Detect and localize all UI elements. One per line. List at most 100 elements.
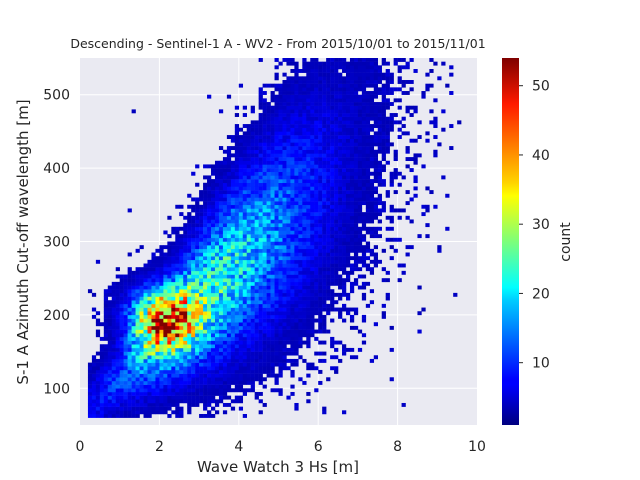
histogram-cell	[163, 395, 168, 400]
histogram-cell	[345, 91, 351, 95]
histogram-cell	[191, 219, 196, 224]
histogram-cell	[278, 322, 283, 327]
histogram-cell	[159, 245, 164, 250]
histogram-cell	[226, 314, 232, 319]
histogram-cell	[286, 347, 291, 352]
histogram-cell	[143, 336, 148, 341]
histogram-cell	[211, 285, 216, 290]
histogram-cell	[254, 270, 259, 275]
histogram-cell	[274, 303, 279, 308]
histogram-cell	[211, 274, 216, 279]
histogram-cell	[246, 212, 251, 217]
histogram-cell	[262, 384, 267, 389]
histogram-cell	[310, 307, 315, 312]
histogram-cell	[405, 245, 410, 250]
histogram-cell	[365, 105, 371, 110]
histogram-cell	[238, 333, 244, 338]
histogram-cell	[143, 303, 148, 308]
histogram-cell	[183, 289, 188, 294]
histogram-cell	[342, 124, 347, 128]
histogram-cell	[258, 58, 263, 62]
histogram-cell	[278, 347, 283, 352]
histogram-cell	[151, 373, 156, 378]
histogram-cell	[278, 105, 283, 110]
histogram-cell	[345, 226, 351, 231]
histogram-cell	[250, 241, 255, 246]
histogram-cell	[322, 289, 327, 294]
histogram-cell	[369, 193, 375, 198]
histogram-cell	[294, 223, 299, 228]
histogram-cell	[127, 351, 132, 356]
histogram-cell	[139, 307, 144, 312]
histogram-cell	[127, 278, 132, 283]
histogram-cell	[298, 278, 303, 283]
histogram-cell	[342, 318, 347, 323]
histogram-cell	[242, 208, 247, 213]
histogram-cell	[238, 322, 244, 327]
histogram-cell	[266, 259, 271, 264]
histogram-cell	[254, 252, 259, 257]
histogram-cell	[242, 190, 247, 195]
histogram-cell	[377, 259, 382, 264]
histogram-cell	[179, 358, 184, 363]
histogram-cell	[349, 80, 355, 84]
histogram-cell	[175, 267, 180, 272]
histogram-cell	[262, 201, 267, 206]
histogram-cell	[314, 94, 319, 99]
histogram-cell	[322, 87, 327, 92]
histogram-cell	[377, 65, 382, 70]
histogram-cell	[326, 289, 331, 294]
histogram-cell	[274, 358, 279, 363]
histogram-cell	[353, 248, 359, 253]
histogram-cell	[179, 274, 184, 279]
histogram-cell	[361, 135, 367, 139]
histogram-cell	[222, 179, 228, 184]
histogram-cell	[95, 388, 101, 393]
histogram-cell	[218, 391, 224, 396]
histogram-cell	[334, 241, 339, 246]
histogram-cell	[258, 391, 263, 396]
histogram-cell	[290, 69, 295, 73]
histogram-cell	[266, 142, 271, 147]
histogram-cell	[302, 146, 307, 150]
histogram-cell	[250, 322, 255, 327]
histogram-cell	[349, 113, 355, 117]
histogram-cell	[226, 351, 232, 356]
histogram-cell	[207, 281, 212, 286]
histogram-cell	[385, 149, 390, 154]
histogram-cell	[167, 336, 172, 341]
histogram-cell	[226, 300, 232, 305]
histogram-cell	[326, 226, 331, 231]
histogram-cell	[306, 296, 311, 301]
histogram-cell	[365, 182, 371, 187]
histogram-cell	[222, 322, 228, 327]
histogram-cell	[222, 311, 228, 316]
histogram-cell	[226, 241, 232, 246]
histogram-cell	[151, 300, 156, 305]
histogram-cell	[218, 190, 224, 195]
histogram-cell	[135, 380, 140, 385]
histogram-cell	[310, 267, 315, 272]
histogram-cell	[274, 138, 279, 143]
histogram-cell	[381, 248, 386, 253]
histogram-cell	[107, 406, 113, 411]
histogram-cell	[155, 340, 160, 345]
histogram-cell	[135, 406, 140, 411]
histogram-cell	[270, 83, 275, 88]
histogram-cell	[294, 135, 299, 139]
histogram-cell	[310, 190, 315, 195]
histogram-cell	[254, 289, 259, 294]
histogram-cell	[270, 362, 275, 367]
histogram-cell	[437, 245, 442, 250]
histogram-cell	[389, 204, 394, 209]
histogram-cell	[302, 94, 307, 99]
histogram-cell	[218, 215, 224, 220]
histogram-cell	[143, 274, 148, 279]
histogram-cell	[377, 160, 382, 165]
histogram-cell	[270, 160, 275, 165]
histogram-cell	[226, 212, 232, 217]
histogram-cell	[211, 329, 216, 334]
histogram-cell	[286, 142, 291, 147]
histogram-cell	[250, 234, 255, 239]
histogram-cell	[159, 373, 164, 378]
